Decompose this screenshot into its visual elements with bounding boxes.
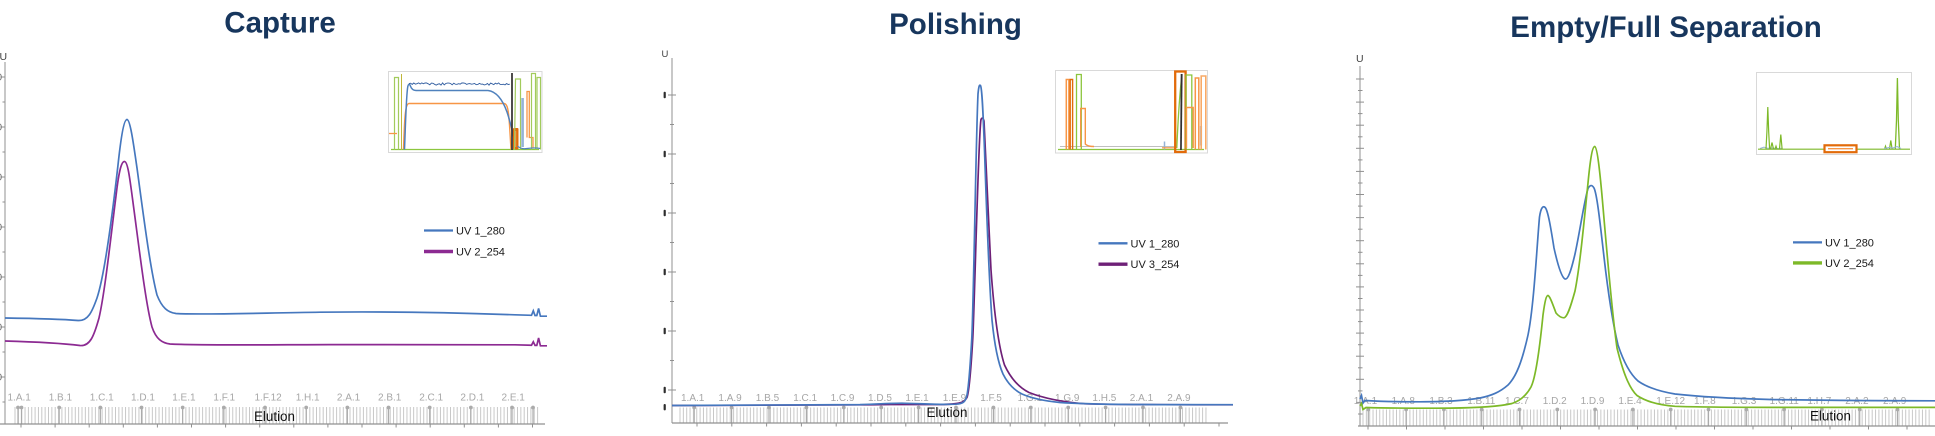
svg-text:1.H.5: 1.H.5: [1092, 393, 1116, 404]
svg-text:2.A.2: 2.A.2: [1845, 396, 1869, 407]
svg-text:UV 2_254: UV 2_254: [456, 247, 505, 259]
svg-text:1.E.4: 1.E.4: [1618, 396, 1642, 407]
svg-text:0: 0: [0, 323, 3, 334]
svg-text:1.G.11: 1.G.11: [1770, 396, 1800, 407]
svg-text:0: 0: [0, 123, 3, 134]
svg-text:1.C.1: 1.C.1: [793, 393, 817, 404]
svg-text:1.F.5: 1.F.5: [980, 393, 1002, 404]
svg-text:Elution: Elution: [927, 405, 968, 420]
svg-text:U: U: [0, 51, 7, 63]
svg-text:1.D.2: 1.D.2: [1543, 396, 1567, 407]
svg-text:1.D.1: 1.D.1: [131, 393, 155, 404]
svg-text:1.A.1: 1.A.1: [681, 393, 705, 404]
svg-text:UV 1_280: UV 1_280: [1825, 237, 1874, 249]
svg-text:1.B.11: 1.B.11: [1467, 396, 1496, 407]
svg-text:1.C.1: 1.C.1: [90, 393, 114, 404]
svg-text:1.A.1: 1.A.1: [1354, 396, 1378, 407]
svg-text:1.F.1: 1.F.1: [213, 393, 235, 404]
svg-text:1.F.8: 1.F.8: [1694, 396, 1716, 407]
svg-text:UV 1_280: UV 1_280: [1131, 238, 1180, 250]
svg-text:1.E.9: 1.E.9: [943, 393, 967, 404]
svg-text:1.H.1: 1.H.1: [296, 393, 320, 404]
svg-text:1.G.3: 1.G.3: [1732, 396, 1757, 407]
svg-text:1.D.5: 1.D.5: [868, 393, 892, 404]
svg-text:2.A.1: 2.A.1: [337, 393, 361, 404]
svg-text:Elution: Elution: [254, 409, 295, 424]
svg-text:1.B.1: 1.B.1: [49, 393, 73, 404]
svg-text:Empty/Full Separation: Empty/Full Separation: [1510, 11, 1821, 44]
svg-text:0: 0: [0, 223, 3, 234]
svg-text:1.A.9: 1.A.9: [718, 393, 742, 404]
svg-text:2.B.1: 2.B.1: [378, 393, 402, 404]
svg-text:2.A.9: 2.A.9: [1167, 393, 1191, 404]
svg-text:0: 0: [0, 273, 3, 284]
svg-text:Polishing: Polishing: [889, 8, 1022, 41]
svg-text:1.E.1: 1.E.1: [172, 393, 196, 404]
svg-text:2.E.1: 2.E.1: [502, 393, 526, 404]
svg-text:0: 0: [0, 73, 3, 84]
svg-text:2.D.1: 2.D.1: [460, 393, 484, 404]
svg-text:2.A.1: 2.A.1: [1130, 393, 1154, 404]
svg-text:1.E.12: 1.E.12: [1656, 396, 1685, 407]
svg-text:1.E.1: 1.E.1: [905, 393, 929, 404]
svg-text:1.B.5: 1.B.5: [756, 393, 780, 404]
svg-text:1.F.12: 1.F.12: [255, 393, 283, 404]
svg-text:UV 3_254: UV 3_254: [1131, 259, 1180, 271]
svg-text:1.C.9: 1.C.9: [831, 393, 855, 404]
svg-text:UV 1_280: UV 1_280: [456, 226, 505, 238]
svg-text:1.G.1: 1.G.1: [1018, 393, 1043, 404]
svg-text:UV 2_254: UV 2_254: [1825, 258, 1874, 270]
svg-text:Elution: Elution: [1810, 409, 1851, 424]
svg-text:U: U: [1356, 53, 1364, 65]
svg-text:1.A.1: 1.A.1: [8, 393, 32, 404]
svg-text:U: U: [662, 49, 669, 60]
svg-text:2.C.1: 2.C.1: [419, 393, 443, 404]
svg-text:Capture: Capture: [224, 7, 335, 40]
svg-text:0: 0: [0, 373, 3, 384]
svg-text:0: 0: [0, 173, 3, 184]
svg-text:1.G.9: 1.G.9: [1055, 393, 1080, 404]
svg-text:1.D.9: 1.D.9: [1581, 396, 1605, 407]
svg-text:1.H.7: 1.H.7: [1807, 396, 1831, 407]
